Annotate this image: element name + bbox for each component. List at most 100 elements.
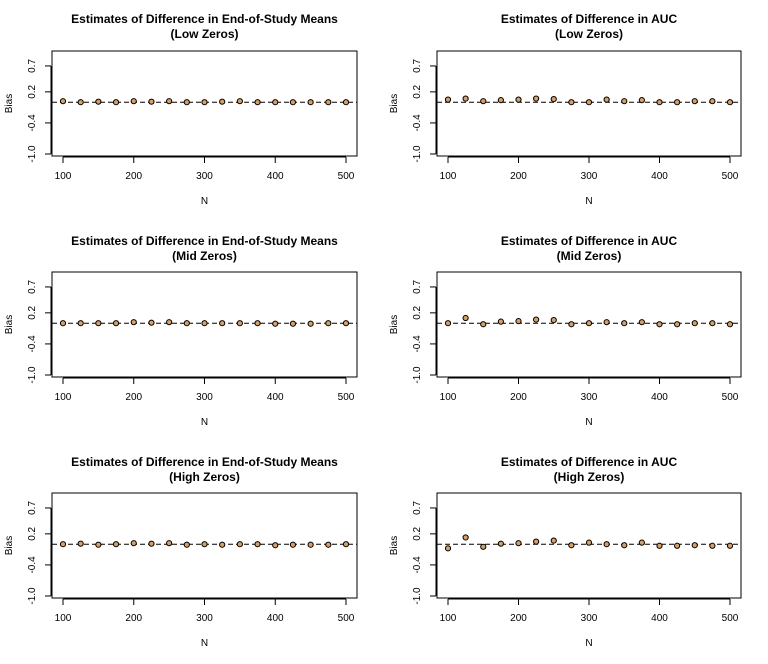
data-point <box>307 320 314 327</box>
y-tick-label: -1.0 <box>412 366 423 384</box>
chart-panel: Estimates of Difference in AUC(Mid Zeros… <box>389 234 742 428</box>
y-tick-label: 0.7 <box>27 280 38 294</box>
data-point <box>59 98 67 105</box>
data-point <box>621 320 628 327</box>
data-point <box>726 542 734 549</box>
y-axis-title: Bias <box>4 94 15 113</box>
data-point <box>130 540 137 547</box>
data-point <box>603 541 610 548</box>
data-point <box>674 542 681 549</box>
y-axis-title: Bias <box>4 315 15 334</box>
x-tick-label: 500 <box>722 392 739 403</box>
data-point <box>289 320 297 327</box>
data-point <box>95 98 102 105</box>
y-tick-label: -1.0 <box>412 145 423 163</box>
data-point <box>201 99 208 106</box>
plot-frame <box>51 492 358 599</box>
data-point <box>254 541 261 548</box>
data-point <box>254 320 261 327</box>
data-point <box>726 99 734 106</box>
plot-frame <box>436 492 742 599</box>
data-point <box>183 320 190 327</box>
data-point <box>674 321 681 328</box>
x-tick-label: 300 <box>581 171 598 182</box>
data-point <box>621 98 628 105</box>
data-point <box>480 321 487 328</box>
data-point <box>568 99 575 106</box>
plot-frame <box>51 50 358 157</box>
chart-panel: Estimates of Difference in AUC(Low Zeros… <box>389 12 742 207</box>
y-tick-label: -1.0 <box>27 366 38 384</box>
data-point <box>342 99 350 106</box>
plot-frame <box>51 271 358 378</box>
y-tick-label: 0.7 <box>27 59 38 73</box>
x-tick-label: 500 <box>338 171 355 182</box>
data-point <box>307 541 314 548</box>
x-tick-label: 400 <box>651 613 668 624</box>
x-axis-title: N <box>585 417 592 428</box>
chart-panel: Estimates of Difference in End-of-Study … <box>4 12 358 207</box>
chart-subtitle: (Mid Zeros) <box>172 249 237 263</box>
data-point <box>325 541 332 548</box>
data-point <box>166 98 173 105</box>
x-tick-label: 300 <box>196 171 213 182</box>
data-point <box>444 545 452 552</box>
data-point <box>497 540 504 547</box>
y-tick-label: 0.2 <box>27 526 38 540</box>
data-point <box>568 542 575 549</box>
data-point <box>691 542 698 549</box>
chart-title: Estimates of Difference in End-of-Study … <box>71 234 338 248</box>
data-point <box>236 320 243 327</box>
chart-title: Estimates of Difference in End-of-Study … <box>71 455 338 469</box>
data-point <box>219 98 226 105</box>
data-point <box>656 321 663 328</box>
data-point <box>691 98 698 105</box>
data-point <box>515 318 522 325</box>
data-point <box>656 542 663 549</box>
data-point <box>480 98 487 105</box>
chart-title: Estimates of Difference in AUC <box>501 12 678 26</box>
y-axis-title: Bias <box>4 536 15 555</box>
x-tick-label: 200 <box>125 392 142 403</box>
x-tick-label: 100 <box>55 392 72 403</box>
x-tick-label: 100 <box>440 171 457 182</box>
data-point <box>462 534 469 541</box>
y-tick-label: 0.7 <box>27 501 38 515</box>
y-tick-label: -1.0 <box>412 587 423 605</box>
data-point <box>533 316 540 323</box>
y-tick-label: -0.4 <box>412 556 423 574</box>
data-point <box>550 95 557 103</box>
y-tick-label: -0.4 <box>412 335 423 353</box>
data-point <box>709 542 716 549</box>
y-tick-label: 0.2 <box>412 84 423 98</box>
chart-subtitle: (Low Zeros) <box>555 27 623 41</box>
data-point <box>272 99 279 106</box>
x-tick-label: 500 <box>338 613 355 624</box>
data-point <box>166 319 173 326</box>
y-tick-label: 0.7 <box>412 280 423 294</box>
data-point <box>444 320 452 327</box>
x-axis-title: N <box>201 417 208 428</box>
data-point <box>95 541 102 548</box>
data-point <box>112 541 120 548</box>
x-axis-title: N <box>201 196 208 207</box>
data-point <box>219 541 226 548</box>
data-point <box>77 99 84 106</box>
data-point <box>638 539 645 546</box>
data-point <box>462 95 469 102</box>
x-tick-label: 200 <box>125 171 142 182</box>
y-tick-label: 0.2 <box>412 305 423 319</box>
data-point <box>709 98 716 105</box>
x-tick-label: 100 <box>55 613 72 624</box>
y-tick-label: -1.0 <box>27 145 38 163</box>
data-point <box>201 320 208 327</box>
data-point <box>183 99 190 106</box>
data-point <box>254 99 261 106</box>
data-point <box>130 98 137 105</box>
y-tick-label: 0.7 <box>412 59 423 73</box>
chart-subtitle: (High Zeros) <box>169 470 240 484</box>
data-point <box>59 541 67 548</box>
data-point <box>497 97 504 104</box>
x-tick-label: 500 <box>722 613 739 624</box>
